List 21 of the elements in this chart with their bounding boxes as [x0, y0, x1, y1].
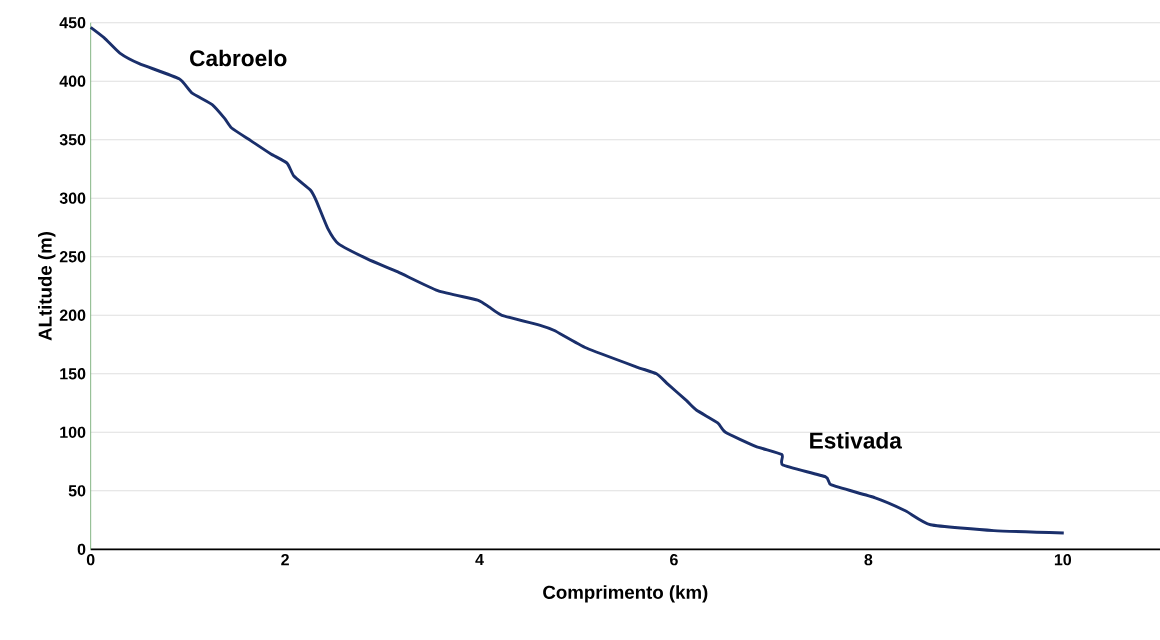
- y-tick-label: 400: [59, 75, 86, 87]
- y-tick-label: 450: [59, 17, 86, 29]
- y-tick-label: 300: [59, 192, 86, 204]
- y-tick-label: 150: [60, 368, 86, 380]
- y-tick-label: 200: [59, 309, 86, 321]
- annotation: Cabroelo: [190, 49, 287, 67]
- y-tick-label: 0: [77, 543, 86, 555]
- x-tick-label: 4: [475, 554, 484, 566]
- x-tick-label: 6: [670, 554, 678, 566]
- x-tick-label: 0: [86, 554, 95, 566]
- annotation: Estivada: [810, 432, 903, 449]
- x-axis-title: Comprimento (km): [543, 585, 708, 603]
- x-tick-label: 2: [281, 554, 289, 566]
- line-series: [89, 25, 1066, 535]
- x-tick-label: 8: [864, 554, 873, 566]
- y-axis-title: ALtitude (m): [38, 231, 56, 341]
- y-tick-label: 250: [59, 251, 86, 263]
- y-tick-label: 100: [60, 426, 86, 438]
- y-tick-label: 350: [59, 134, 86, 146]
- x-tick-label: 10: [1054, 554, 1072, 566]
- y-tick-label: 50: [68, 485, 86, 497]
